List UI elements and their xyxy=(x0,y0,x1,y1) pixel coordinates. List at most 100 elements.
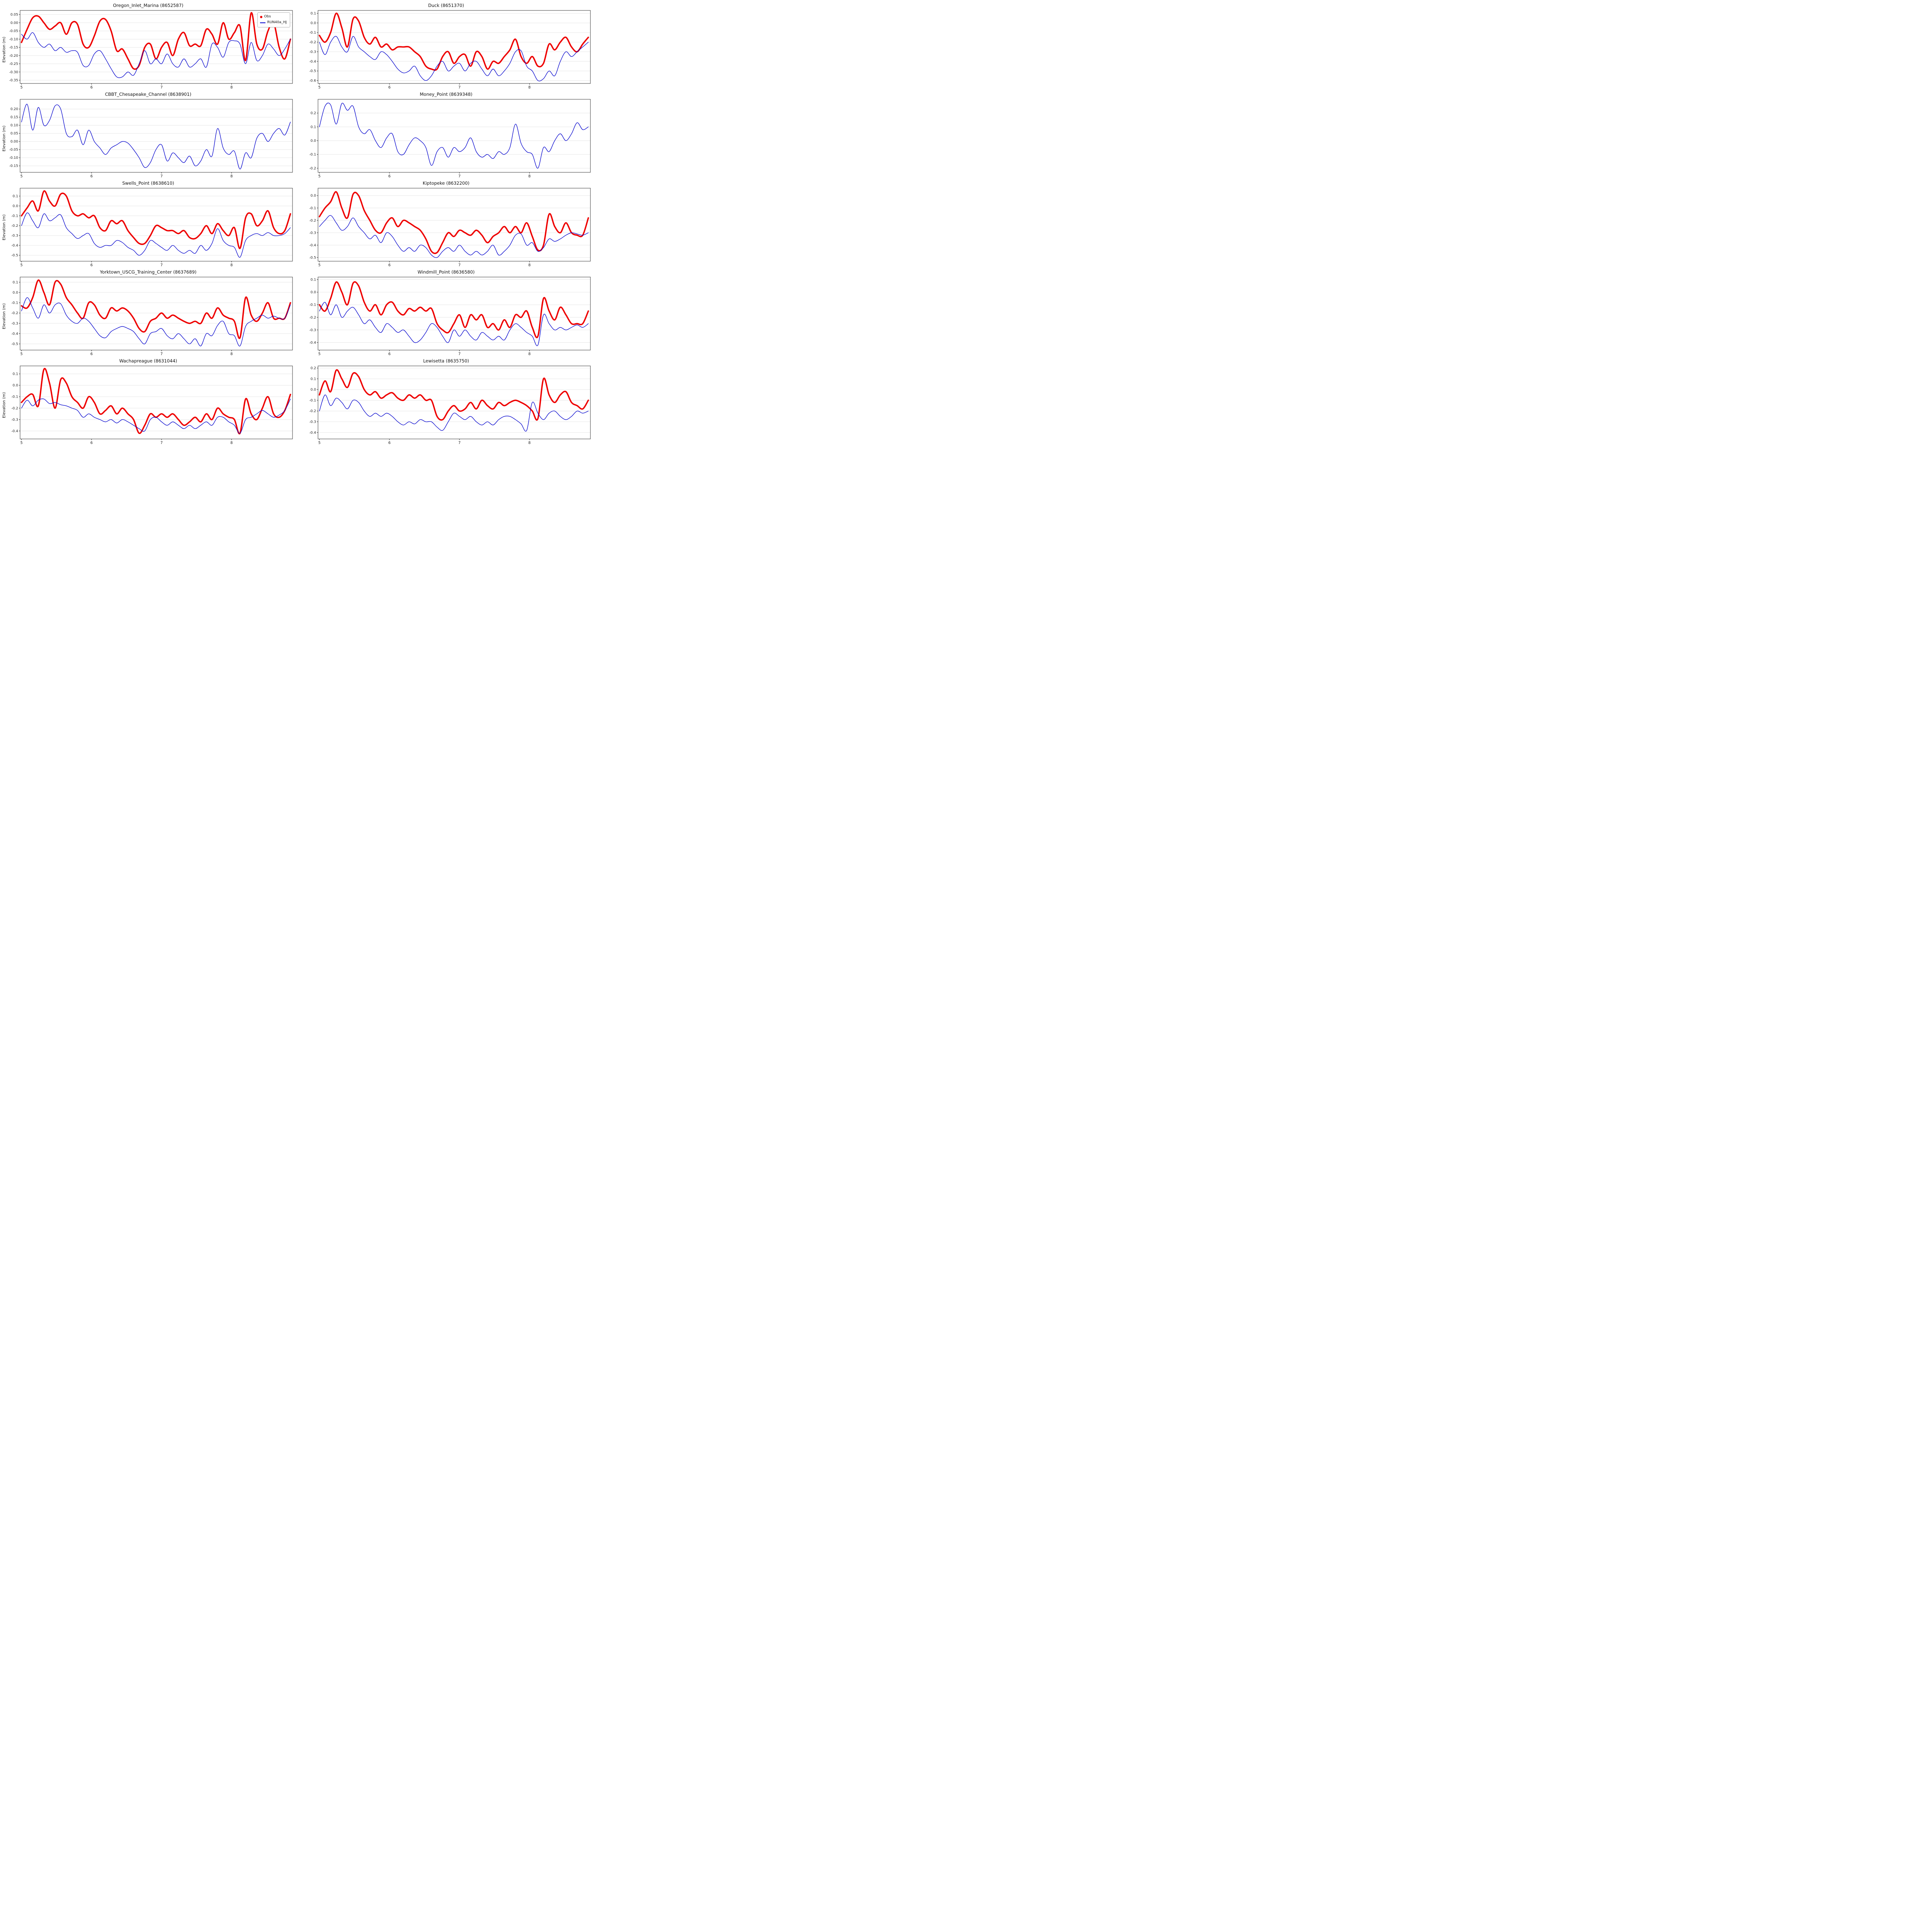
subplot-title: Wachapreague (8631044) xyxy=(119,358,177,364)
svg-text:-0.2: -0.2 xyxy=(309,167,316,170)
svg-text:6: 6 xyxy=(90,85,93,90)
svg-text:-0.1: -0.1 xyxy=(11,395,18,399)
svg-text:-0.5: -0.5 xyxy=(309,70,316,73)
y-axis-label xyxy=(299,275,305,357)
y-axis-label: Elevation (m) xyxy=(2,303,7,329)
plot-canvas: 0.1 0.0 -0.1 -0.2 -0.3 -0.4 -0.5 5 6 7 8 xyxy=(11,188,293,267)
svg-text:-0.05: -0.05 xyxy=(9,29,18,33)
plot-canvas: 0.20 0.15 0.10 0.05 0.00 -0.05 -0.10 -0.15 5 6 7 8 xyxy=(9,99,293,179)
svg-text:0.00: 0.00 xyxy=(10,140,18,144)
svg-text:-0.5: -0.5 xyxy=(11,254,18,258)
plot-canvas: 0.2 0.1 0.0 -0.1 -0.2 -0.3 -0.4 5 6 7 8 xyxy=(309,366,591,445)
svg-text:-0.2: -0.2 xyxy=(11,311,18,315)
svg-text:5: 5 xyxy=(318,85,321,90)
svg-text:7: 7 xyxy=(160,352,163,356)
svg-text:5: 5 xyxy=(20,174,23,179)
svg-text:7: 7 xyxy=(458,85,461,90)
subplot-cbbt-chesapeake-channel: CBBT_Chesapeake_Channel (8638901) Elevat… xyxy=(2,91,295,179)
svg-text:8: 8 xyxy=(230,352,233,356)
svg-text:-0.4: -0.4 xyxy=(309,341,316,345)
svg-text:8: 8 xyxy=(528,263,531,267)
svg-text:0.10: 0.10 xyxy=(10,124,18,128)
svg-text:-0.3: -0.3 xyxy=(309,50,316,54)
svg-text:0.1: 0.1 xyxy=(13,194,18,198)
svg-text:0.0: 0.0 xyxy=(311,388,316,392)
model-line-icon xyxy=(260,22,265,23)
svg-text:-0.3: -0.3 xyxy=(309,420,316,424)
subplot-lewisetta: Lewisetta (8635750) 0.2 0.1 0.0 -0.1 -0.2 -0.… xyxy=(299,358,593,446)
svg-text:6: 6 xyxy=(388,85,391,90)
y-axis-label xyxy=(299,186,305,268)
svg-text:-0.3: -0.3 xyxy=(11,322,18,326)
svg-text:-0.30: -0.30 xyxy=(9,70,19,74)
svg-text:-0.3: -0.3 xyxy=(11,418,18,422)
svg-text:-0.15: -0.15 xyxy=(9,164,18,168)
subplot-duck: Duck (8651370) 0.1 0.0 -0.1 -0.2 -0.3 -0.4 -0.… xyxy=(299,2,593,90)
svg-text:0.0: 0.0 xyxy=(311,291,316,294)
plot-canvas: 0.1 0.0 -0.1 -0.2 -0.3 -0.4 -0.5 -0.65 6 7 8 xyxy=(309,10,591,90)
svg-text:-0.2: -0.2 xyxy=(309,219,316,223)
svg-text:-0.1: -0.1 xyxy=(309,206,316,210)
svg-text:0.1: 0.1 xyxy=(311,125,316,129)
svg-text:5: 5 xyxy=(318,174,321,179)
svg-text:-0.05: -0.05 xyxy=(9,148,18,152)
subplot-title: Money_Point (8639348) xyxy=(420,92,473,97)
svg-text:-0.2: -0.2 xyxy=(309,41,316,44)
subplot-windmill-point: Windmill_Point (8636580) 0.1 0.0 -0.1 -0.2 -… xyxy=(299,269,593,357)
subplot-title: Yorktown_USCG_Training_Center (8637689) xyxy=(100,269,197,275)
svg-text:-0.15: -0.15 xyxy=(9,46,18,50)
svg-text:-0.20: -0.20 xyxy=(9,54,19,58)
svg-text:0.1: 0.1 xyxy=(311,278,316,282)
svg-text:-0.1: -0.1 xyxy=(309,31,316,35)
svg-text:5: 5 xyxy=(318,263,321,267)
subplot-swells-point: Swells_Point (8638610) Elevation (m) 0.1… xyxy=(2,180,295,268)
svg-text:-0.10: -0.10 xyxy=(9,37,19,41)
svg-text:0.05: 0.05 xyxy=(10,132,18,136)
y-axis-label xyxy=(299,97,305,179)
svg-text:-0.4: -0.4 xyxy=(309,60,316,64)
svg-text:-0.5: -0.5 xyxy=(11,342,18,346)
svg-text:5: 5 xyxy=(318,441,321,445)
y-axis-label: Elevation (m) xyxy=(2,125,7,151)
svg-text:-0.1: -0.1 xyxy=(309,303,316,307)
obs-marker-icon xyxy=(260,15,262,18)
legend-label: RUN40a_HJ xyxy=(267,20,287,25)
svg-text:-0.4: -0.4 xyxy=(309,431,316,435)
svg-text:6: 6 xyxy=(90,263,93,267)
subplot-title: Kiptopeke (8632200) xyxy=(422,180,470,186)
subplot-money-point: Money_Point (8639348) 0.2 0.1 0.0 -0.1 -0.2 5… xyxy=(299,91,593,179)
svg-text:-0.4: -0.4 xyxy=(11,244,18,248)
svg-text:0.1: 0.1 xyxy=(13,372,18,376)
subplot-title: Oregon_Inlet_Marina (8652587) xyxy=(113,3,184,8)
svg-text:6: 6 xyxy=(388,352,391,356)
y-axis-label xyxy=(299,364,305,446)
svg-text:8: 8 xyxy=(528,352,531,356)
svg-text:5: 5 xyxy=(20,85,23,90)
svg-text:6: 6 xyxy=(90,352,93,356)
plot-canvas: 0.1 0.0 -0.1 -0.2 -0.3 -0.4 5 6 7 8 xyxy=(11,366,293,445)
svg-text:-0.4: -0.4 xyxy=(309,243,316,247)
legend: Obs RUN40a_HJ xyxy=(257,12,290,27)
svg-text:7: 7 xyxy=(458,441,461,445)
svg-text:7: 7 xyxy=(160,263,163,267)
plot-canvas: 0.1 0.0 -0.1 -0.2 -0.3 -0.4 5 6 7 8 xyxy=(309,277,591,356)
svg-text:-0.3: -0.3 xyxy=(309,328,316,332)
svg-text:7: 7 xyxy=(160,441,163,445)
svg-text:-0.1: -0.1 xyxy=(11,301,18,305)
svg-text:5: 5 xyxy=(20,263,23,267)
svg-text:-0.2: -0.2 xyxy=(309,316,316,320)
svg-text:6: 6 xyxy=(388,441,391,445)
svg-text:-0.4: -0.4 xyxy=(11,332,18,336)
legend-label: Obs xyxy=(264,15,271,19)
plot-canvas: 0.1 0.0 -0.1 -0.2 -0.3 -0.4 -0.5 5 6 7 8 xyxy=(11,277,293,356)
svg-text:0.0: 0.0 xyxy=(311,21,316,25)
svg-text:8: 8 xyxy=(528,174,531,179)
svg-text:0.0: 0.0 xyxy=(13,291,19,295)
svg-text:6: 6 xyxy=(90,441,93,445)
subplot-title: CBBT_Chesapeake_Channel (8638901) xyxy=(105,92,192,97)
subplot-oregon-inlet-marina: Oregon_Inlet_Marina (8652587) Elevation … xyxy=(2,2,295,90)
svg-text:0.00: 0.00 xyxy=(10,21,18,25)
svg-text:5: 5 xyxy=(20,441,23,445)
svg-text:0.1: 0.1 xyxy=(13,281,18,284)
svg-text:-0.2: -0.2 xyxy=(309,410,316,413)
